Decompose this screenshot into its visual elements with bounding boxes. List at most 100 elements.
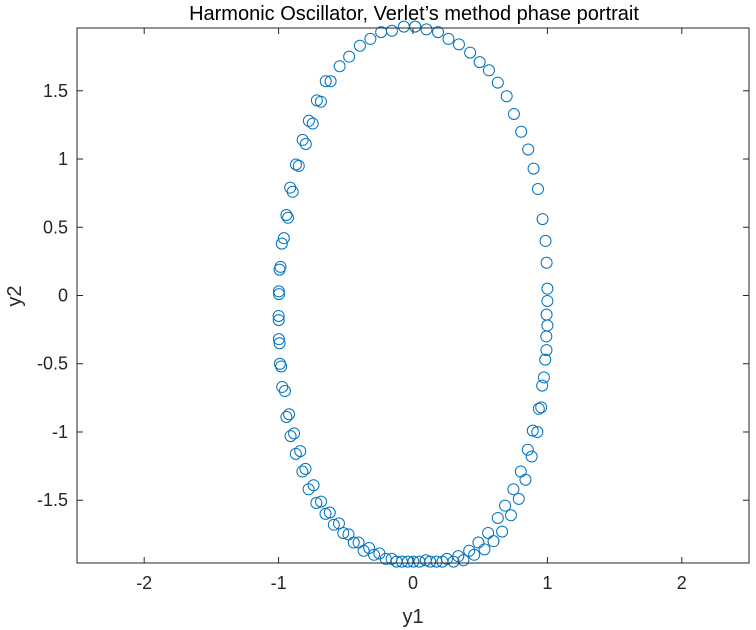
data-point	[385, 24, 398, 37]
data-point	[409, 20, 422, 33]
data-point	[327, 518, 340, 531]
data-point	[463, 544, 476, 557]
data-point	[310, 496, 323, 509]
data-point	[342, 528, 355, 541]
y-tick-label: 0	[58, 286, 68, 306]
data-point	[299, 138, 312, 151]
data-point	[514, 465, 527, 478]
data-point	[536, 379, 549, 392]
chart-title: Harmonic Oscillator, Verlet’s method pha…	[189, 3, 639, 25]
data-point	[537, 371, 550, 384]
y-axis-label: y2	[4, 285, 26, 306]
data-point	[532, 402, 545, 415]
data-point	[526, 424, 539, 437]
data-point	[487, 535, 500, 548]
data-point	[491, 76, 504, 89]
data-point	[353, 39, 366, 52]
data-point	[275, 360, 288, 373]
data-point	[299, 462, 312, 475]
data-point	[272, 309, 285, 322]
data-point	[527, 162, 540, 175]
x-tick-label: 2	[677, 573, 687, 593]
data-point	[273, 288, 285, 301]
data-point	[464, 46, 477, 59]
data-point	[296, 465, 309, 478]
data-point	[540, 330, 553, 343]
data-point	[478, 543, 491, 556]
data-point	[496, 525, 509, 538]
data-point	[273, 337, 286, 350]
data-point	[531, 183, 544, 196]
data-point	[332, 517, 345, 530]
data-point	[540, 256, 553, 269]
data-point	[296, 133, 309, 146]
data-point	[364, 32, 377, 45]
data-point	[499, 499, 512, 512]
data-point	[512, 492, 525, 505]
data-point	[541, 282, 554, 295]
data-point	[275, 237, 288, 250]
scatter-series	[272, 20, 554, 568]
y-tick-label: -0.5	[37, 354, 68, 374]
data-point	[272, 285, 285, 298]
data-point	[272, 314, 285, 327]
data-point	[278, 385, 291, 398]
data-point	[539, 353, 552, 366]
data-point	[333, 60, 346, 73]
x-axis-label: y1	[402, 606, 423, 628]
data-point	[284, 181, 297, 194]
y-tick-label: 0.5	[43, 217, 68, 237]
data-point	[283, 408, 296, 421]
y-tick-label: 1.5	[43, 81, 68, 101]
data-point	[473, 56, 486, 69]
data-point	[540, 344, 553, 357]
data-point	[472, 536, 485, 549]
data-point	[272, 333, 285, 346]
data-point	[541, 294, 554, 307]
data-point	[539, 234, 552, 247]
data-point	[507, 107, 520, 120]
data-point	[277, 232, 290, 245]
data-point	[420, 23, 433, 36]
data-point	[284, 430, 297, 443]
data-point	[491, 511, 504, 524]
data-point	[343, 50, 356, 63]
data-point	[276, 380, 289, 393]
x-tick-label: -2	[136, 573, 152, 593]
data-point	[273, 263, 286, 276]
data-point	[521, 443, 534, 456]
data-point	[280, 208, 293, 221]
data-point	[289, 158, 302, 171]
data-point	[385, 552, 398, 565]
data-point	[432, 26, 444, 39]
data-point	[442, 32, 455, 45]
data-point	[307, 479, 320, 492]
data-point	[352, 536, 365, 549]
data-point	[306, 117, 319, 130]
data-point	[413, 555, 426, 568]
data-point	[452, 38, 465, 51]
data-point	[522, 143, 535, 156]
axis-ticks: -2 -1 0 1 2 -1.5 -1 -0.5 0 0.5 1 1.5	[37, 28, 749, 593]
data-point	[282, 211, 295, 224]
data-point	[373, 547, 386, 560]
data-point	[525, 450, 538, 463]
data-point	[368, 548, 381, 561]
data-point	[482, 526, 495, 539]
data-point	[288, 427, 301, 440]
data-point	[302, 114, 315, 127]
data-point	[515, 125, 528, 138]
data-point	[280, 410, 293, 423]
data-point	[535, 401, 548, 414]
data-point	[294, 445, 307, 458]
data-point	[363, 541, 376, 554]
x-tick-label: 0	[408, 573, 418, 593]
plot-area	[77, 28, 749, 563]
data-point	[540, 308, 553, 321]
x-tick-label: -1	[271, 573, 287, 593]
y-tick-label: -1.5	[37, 490, 68, 510]
data-point	[315, 495, 328, 508]
data-point	[482, 64, 495, 77]
data-point	[452, 550, 465, 563]
